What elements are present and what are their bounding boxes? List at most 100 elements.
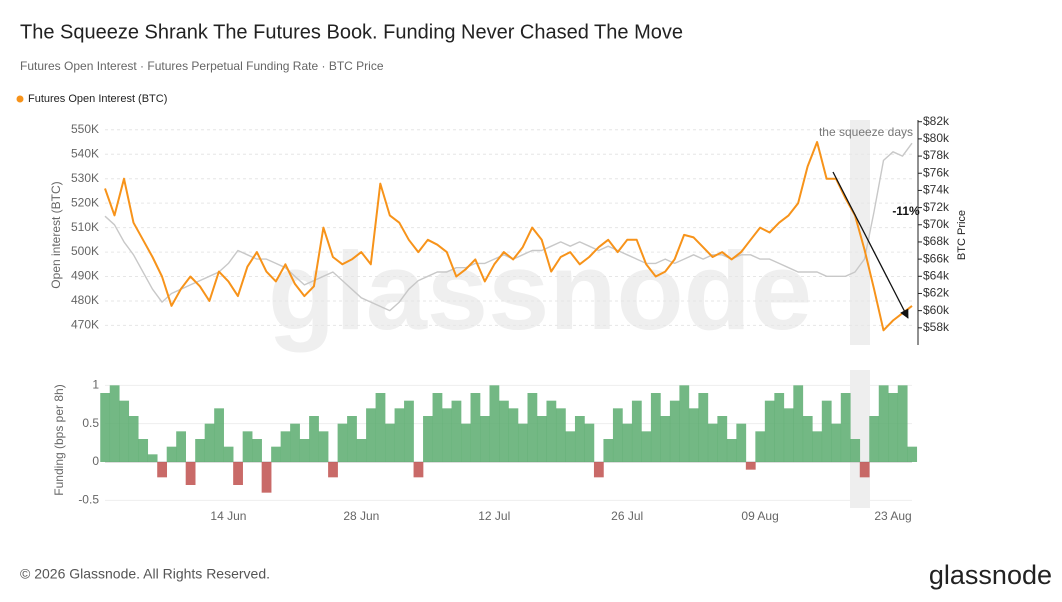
funding-bar bbox=[147, 454, 158, 462]
funding-bar bbox=[356, 439, 367, 462]
funding-bar bbox=[555, 408, 566, 462]
watermark: glassnode bbox=[268, 230, 812, 353]
funding-bar bbox=[233, 462, 243, 485]
funding-bar bbox=[527, 393, 538, 462]
funding-bar bbox=[280, 431, 291, 462]
funding-bar bbox=[423, 416, 433, 462]
legend-marker bbox=[16, 95, 24, 103]
y2-tick-label: $70k bbox=[923, 217, 950, 231]
y-tick-label: 540K bbox=[71, 146, 99, 160]
chart-subtitle: Futures Open Interest · Futures Perpetua… bbox=[20, 59, 384, 73]
funding-bar bbox=[470, 393, 481, 462]
funding-bar bbox=[480, 416, 490, 462]
funding-bar bbox=[584, 423, 595, 462]
funding-bar bbox=[745, 462, 756, 470]
funding-bar bbox=[726, 439, 737, 462]
funding-bar bbox=[774, 393, 785, 462]
funding-bar bbox=[888, 393, 899, 462]
funding-bar bbox=[707, 423, 718, 462]
y2-tick-label: $60k bbox=[923, 303, 950, 317]
y-tick-label: 530K bbox=[71, 171, 99, 185]
y-tick-label: -0.5 bbox=[78, 493, 99, 507]
funding-bar bbox=[138, 439, 149, 462]
funding-bar bbox=[337, 423, 348, 462]
y2-tick-label: $68k bbox=[923, 234, 950, 248]
y2-tick-label: $82k bbox=[923, 114, 950, 128]
funding-bar bbox=[878, 385, 889, 462]
funding-bar bbox=[603, 439, 614, 462]
y-tick-label: 520K bbox=[71, 195, 99, 209]
funding-bar bbox=[499, 400, 509, 462]
funding-bar bbox=[660, 416, 671, 462]
funding-bar bbox=[185, 462, 196, 485]
y2-tick-label: $76k bbox=[923, 165, 950, 179]
funding-bar bbox=[783, 408, 794, 462]
y2-tick-label: $58k bbox=[923, 320, 950, 334]
legend-label: Futures Open Interest (BTC) bbox=[28, 93, 167, 105]
y2-tick-label: $78k bbox=[923, 148, 950, 162]
funding-bar bbox=[442, 408, 452, 462]
y-tick-label: 500K bbox=[71, 244, 99, 258]
x-tick-label: 23 Aug bbox=[874, 509, 911, 523]
logo: glassnode bbox=[929, 560, 1052, 590]
funding-bar bbox=[517, 423, 528, 462]
y-tick-label: 550K bbox=[71, 122, 99, 136]
y-tick-label: 470K bbox=[71, 318, 99, 332]
y-tick-label: 1 bbox=[92, 378, 99, 392]
funding-bar bbox=[793, 385, 804, 462]
funding-bar bbox=[631, 400, 642, 462]
funding-bar bbox=[840, 393, 851, 462]
funding-bar bbox=[650, 393, 661, 462]
x-tick-label: 14 Jun bbox=[210, 509, 246, 523]
y-tick-label: 510K bbox=[71, 220, 99, 234]
funding-bar bbox=[385, 423, 395, 462]
funding-bar bbox=[157, 462, 168, 478]
funding-bar bbox=[128, 416, 139, 462]
funding-bar bbox=[536, 416, 547, 462]
y2-tick-label: $72k bbox=[923, 200, 950, 214]
y2-tick-label: $62k bbox=[923, 286, 950, 300]
funding-bar bbox=[574, 416, 585, 462]
annotation: the squeeze days bbox=[819, 125, 913, 139]
y-axis-label: Funding (bps per 8h) bbox=[52, 384, 66, 495]
funding-bar bbox=[366, 408, 376, 462]
funding-bar bbox=[318, 431, 329, 462]
footer: © 2026 Glassnode. All Rights Reserved. bbox=[20, 566, 270, 582]
funding-bar bbox=[593, 462, 604, 478]
funding-bar bbox=[119, 400, 130, 462]
funding-bar bbox=[546, 400, 557, 462]
x-tick-label: 28 Jun bbox=[343, 509, 379, 523]
funding-bar bbox=[176, 431, 186, 462]
funding-bar bbox=[869, 416, 880, 462]
funding-bar bbox=[261, 462, 272, 493]
funding-bar bbox=[404, 400, 414, 462]
funding-bar bbox=[622, 423, 633, 462]
funding-bar bbox=[736, 423, 747, 462]
funding-bar bbox=[755, 431, 766, 462]
funding-bar bbox=[802, 416, 813, 462]
chart-title: The Squeeze Shrank The Futures Book. Fun… bbox=[20, 21, 683, 43]
y2-tick-label: $66k bbox=[923, 251, 950, 265]
funding-bar bbox=[100, 393, 111, 462]
funding-bar bbox=[461, 423, 471, 462]
y2-axis-label: BTC Price bbox=[956, 210, 968, 260]
marks: 470K 480K 490K 500K 510K 520K 530K 540K 550K $58k… bbox=[16, 93, 950, 523]
funding-bar bbox=[109, 385, 120, 462]
funding-bar bbox=[717, 416, 728, 462]
x-tick-label: 09 Aug bbox=[741, 509, 778, 523]
y-tick-label: 0 bbox=[92, 454, 99, 468]
x-tick-label: 12 Jul bbox=[478, 509, 510, 523]
funding-bar bbox=[489, 385, 500, 462]
funding-bar bbox=[641, 431, 652, 462]
funding-bar bbox=[897, 385, 908, 462]
funding-bar bbox=[688, 408, 699, 462]
y2-tick-label: $64k bbox=[923, 268, 950, 282]
funding-bar bbox=[195, 439, 205, 462]
x-tick-label: 26 Jul bbox=[611, 509, 643, 523]
funding-bar bbox=[394, 408, 405, 462]
funding-bar bbox=[309, 416, 319, 462]
y-tick-label: 490K bbox=[71, 269, 99, 283]
funding-bar bbox=[271, 446, 281, 462]
funding-bar bbox=[821, 400, 832, 462]
funding-bar bbox=[242, 431, 253, 462]
